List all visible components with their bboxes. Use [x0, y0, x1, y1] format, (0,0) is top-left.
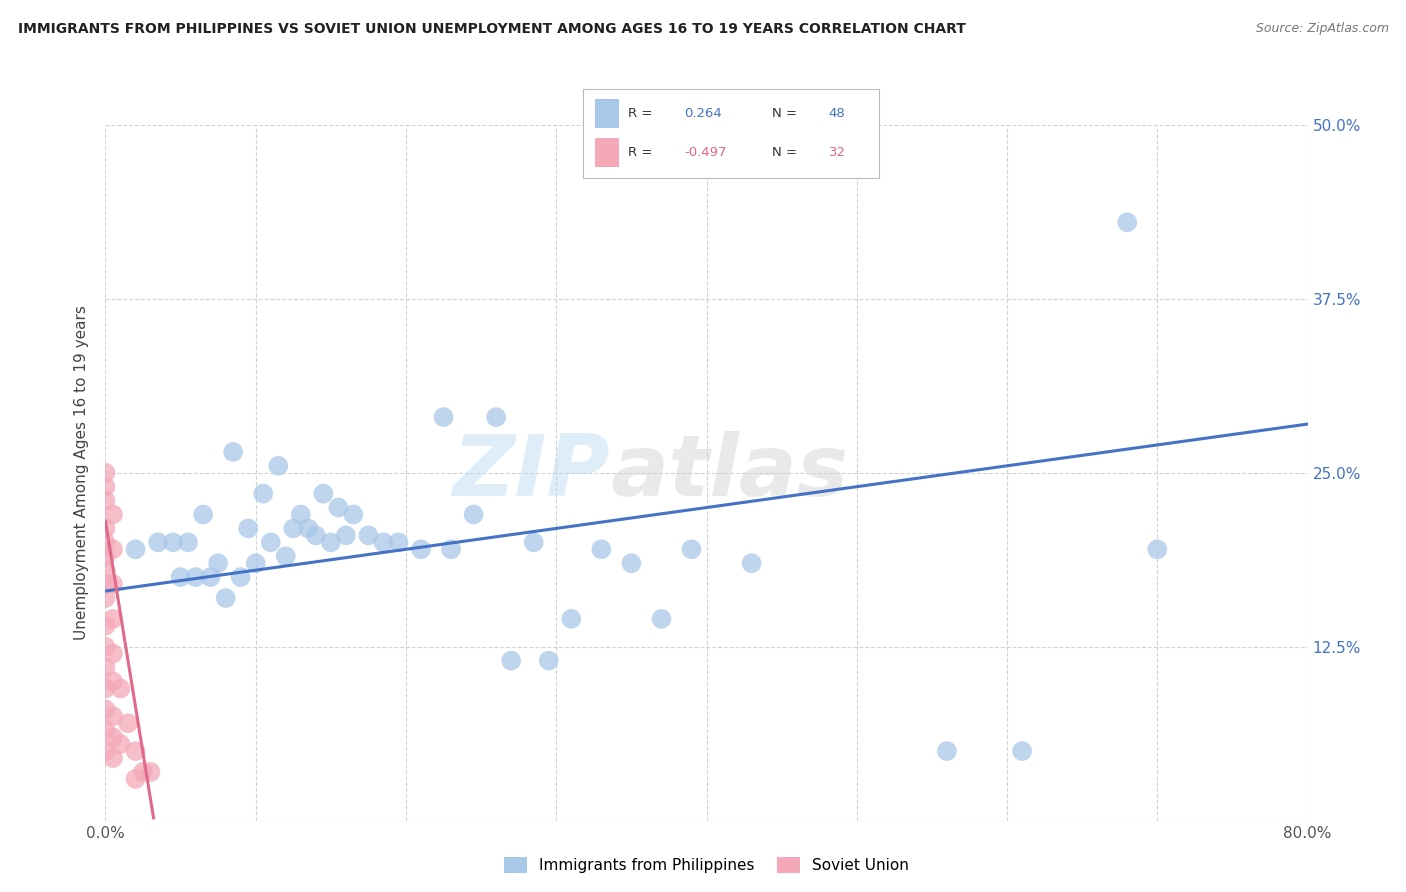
Point	[94, 549, 117, 564]
Text: ZIP: ZIP	[453, 431, 610, 515]
Point	[440, 542, 463, 557]
Point	[537, 654, 560, 668]
Text: R =: R =	[627, 107, 652, 120]
Point	[523, 535, 546, 549]
Point	[238, 521, 260, 535]
Point	[101, 730, 124, 744]
Point	[267, 458, 290, 473]
Text: -0.497: -0.497	[683, 146, 727, 159]
Point	[312, 486, 335, 500]
Point	[132, 764, 155, 779]
Point	[1116, 215, 1139, 229]
Point	[328, 500, 350, 515]
Text: N =: N =	[772, 146, 797, 159]
Point	[207, 556, 229, 570]
Point	[245, 556, 267, 570]
Point	[229, 570, 252, 584]
Point	[101, 577, 124, 591]
Point	[162, 535, 184, 549]
FancyBboxPatch shape	[595, 99, 619, 128]
Text: atlas: atlas	[610, 431, 848, 515]
Point	[94, 466, 117, 480]
Point	[94, 640, 117, 654]
Point	[117, 716, 139, 731]
Point	[94, 493, 117, 508]
Point	[620, 556, 643, 570]
Point	[94, 723, 117, 738]
Text: IMMIGRANTS FROM PHILIPPINES VS SOVIET UNION UNEMPLOYMENT AMONG AGES 16 TO 19 YEA: IMMIGRANTS FROM PHILIPPINES VS SOVIET UN…	[18, 22, 966, 37]
Point	[139, 764, 162, 779]
Point	[101, 612, 124, 626]
Point	[485, 410, 508, 425]
Point	[101, 508, 124, 522]
Point	[169, 570, 191, 584]
Point	[101, 674, 124, 689]
Point	[560, 612, 582, 626]
Point	[200, 570, 222, 584]
Point	[94, 702, 117, 716]
Point	[432, 410, 454, 425]
Point	[101, 709, 124, 723]
Point	[252, 486, 274, 500]
Point	[290, 508, 312, 522]
Point	[110, 737, 132, 751]
Point	[101, 647, 124, 661]
Text: 48: 48	[828, 107, 845, 120]
Point	[373, 535, 395, 549]
Point	[342, 508, 364, 522]
Text: Source: ZipAtlas.com: Source: ZipAtlas.com	[1256, 22, 1389, 36]
Point	[305, 528, 328, 542]
Point	[146, 535, 169, 549]
Point	[463, 508, 485, 522]
Point	[101, 751, 124, 765]
Point	[591, 542, 613, 557]
Text: N =: N =	[772, 107, 797, 120]
Point	[741, 556, 763, 570]
Point	[94, 591, 117, 605]
Point	[319, 535, 342, 549]
Text: 32: 32	[828, 146, 845, 159]
Point	[110, 681, 132, 696]
Point	[94, 660, 117, 674]
Point	[409, 542, 432, 557]
Text: 0.264: 0.264	[683, 107, 721, 120]
Point	[650, 612, 672, 626]
Point	[297, 521, 319, 535]
Point	[94, 681, 117, 696]
Point	[177, 535, 200, 549]
Point	[501, 654, 523, 668]
Point	[1011, 744, 1033, 758]
Point	[191, 508, 214, 522]
Point	[94, 480, 117, 494]
Point	[283, 521, 305, 535]
Point	[94, 563, 117, 577]
Point	[260, 535, 283, 549]
Point	[94, 521, 117, 535]
Point	[681, 542, 703, 557]
Point	[94, 619, 117, 633]
Point	[214, 591, 236, 605]
Point	[184, 570, 207, 584]
Point	[94, 744, 117, 758]
Point	[222, 445, 245, 459]
Point	[94, 577, 117, 591]
Point	[101, 542, 124, 557]
Point	[124, 772, 146, 786]
Point	[124, 744, 146, 758]
Text: R =: R =	[627, 146, 652, 159]
Point	[387, 535, 409, 549]
Point	[335, 528, 357, 542]
Y-axis label: Unemployment Among Ages 16 to 19 years: Unemployment Among Ages 16 to 19 years	[75, 305, 90, 640]
Point	[936, 744, 959, 758]
Point	[274, 549, 297, 564]
Point	[94, 535, 117, 549]
FancyBboxPatch shape	[595, 138, 619, 167]
Point	[1146, 542, 1168, 557]
Point	[357, 528, 380, 542]
Legend: Immigrants from Philippines, Soviet Union: Immigrants from Philippines, Soviet Unio…	[498, 851, 915, 880]
Point	[124, 542, 146, 557]
